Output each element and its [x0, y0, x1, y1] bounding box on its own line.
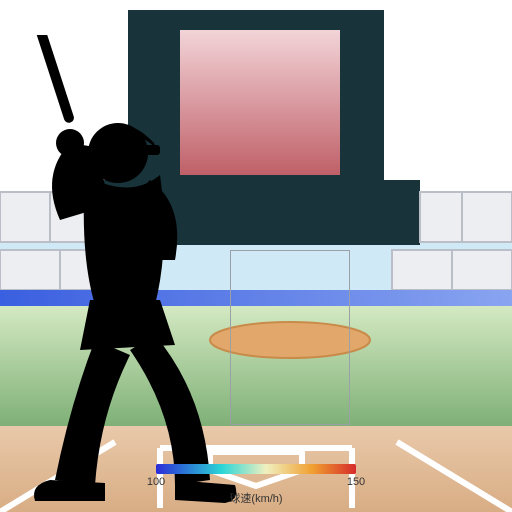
legend-tick-min: 100: [147, 476, 165, 488]
speed-legend: 100 150 球速(km/h): [156, 464, 356, 506]
legend-tick-max: 150: [347, 476, 365, 488]
pitch-chart: 100 150 球速(km/h): [0, 0, 512, 512]
batter-silhouette: [0, 35, 300, 505]
legend-gradient-bar: [156, 464, 356, 474]
legend-ticks: 100 150: [156, 476, 356, 490]
legend-label: 球速(km/h): [156, 490, 356, 506]
